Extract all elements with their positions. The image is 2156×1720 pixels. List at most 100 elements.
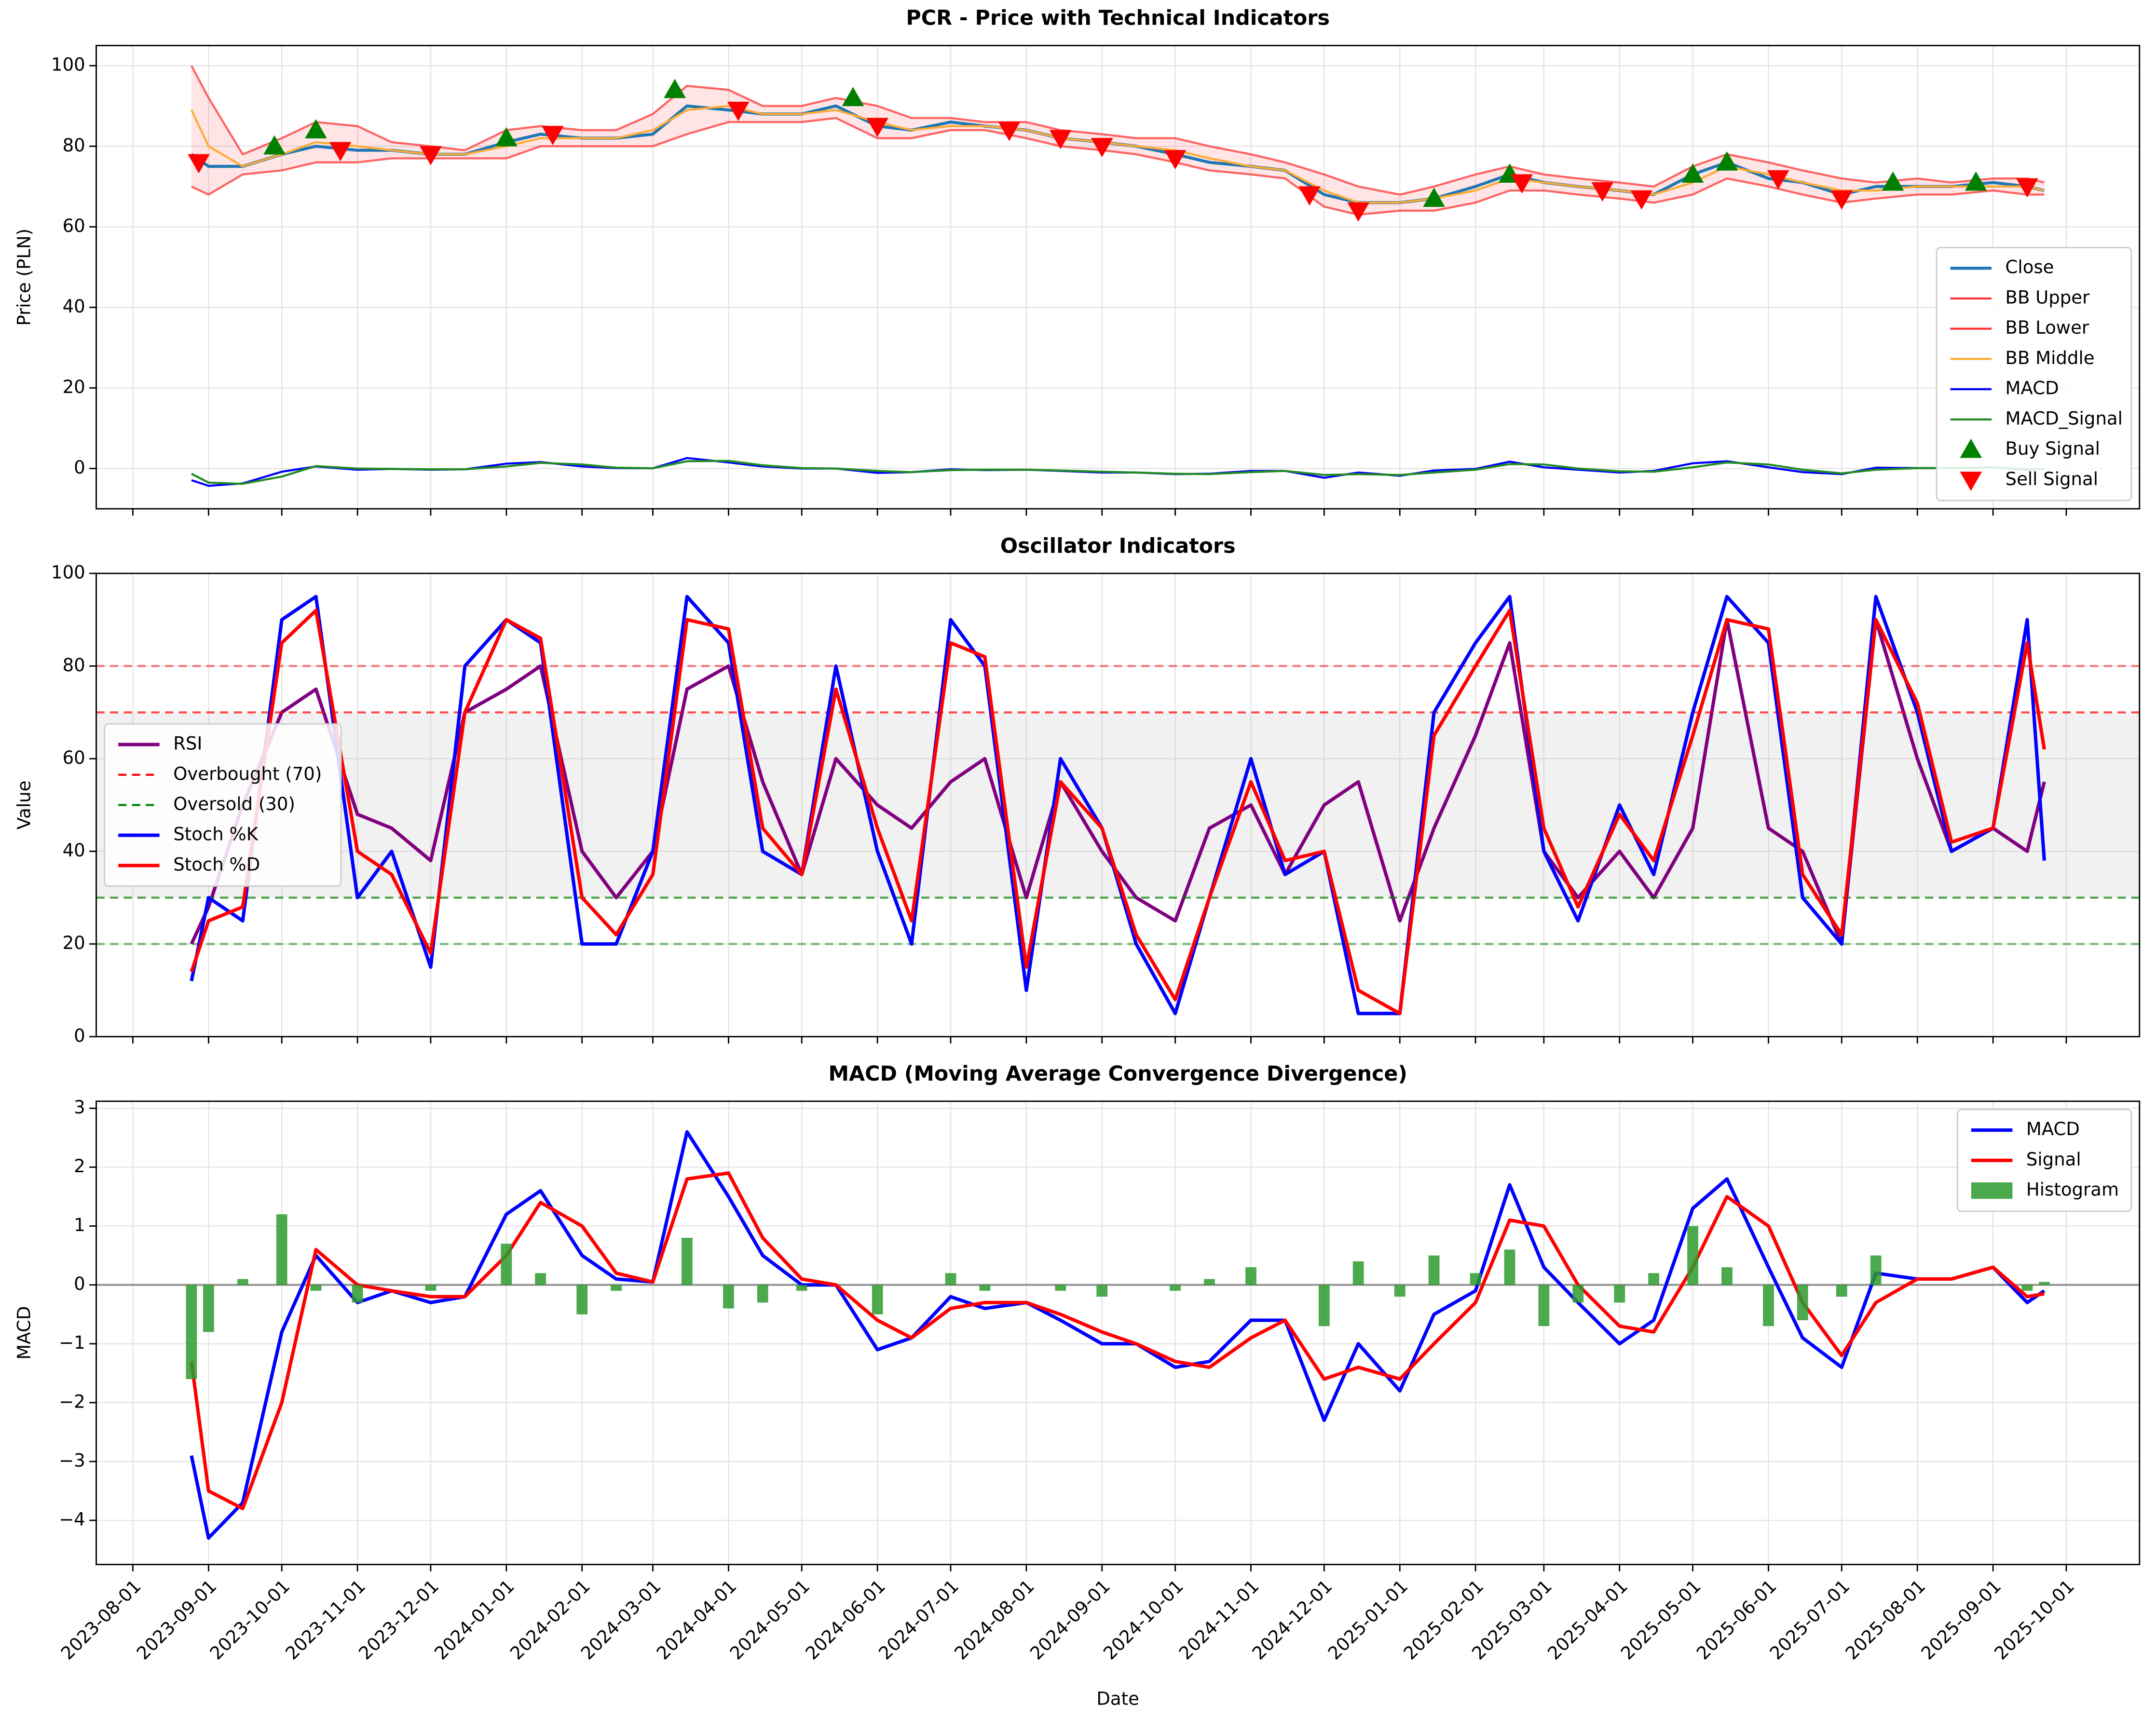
histogram-bar	[1572, 1285, 1584, 1303]
signal-marker	[1164, 150, 1187, 170]
histogram-bar	[1763, 1285, 1774, 1327]
histogram-bar	[1470, 1273, 1481, 1285]
series-line	[191, 105, 2045, 204]
legend-label: BB Middle	[2006, 348, 2095, 368]
legend-label: BB Upper	[2006, 287, 2090, 308]
histogram-bar	[872, 1285, 883, 1314]
histogram-bar	[1721, 1267, 1733, 1285]
histogram-bar	[945, 1273, 956, 1285]
histogram-bar	[203, 1285, 214, 1332]
legend-label: RSI	[173, 733, 202, 754]
y-tick-label: 20	[63, 377, 85, 397]
signal-marker	[1049, 130, 1072, 149]
y-tick-label: 0	[74, 1273, 85, 1294]
histogram-bar	[310, 1285, 322, 1291]
signal-marker	[2016, 178, 2038, 198]
histogram-bar	[723, 1285, 734, 1309]
signal-marker	[1347, 202, 1370, 222]
signal-marker	[263, 135, 286, 155]
plot-area	[96, 595, 2140, 1016]
x-axis-label: Date	[1096, 1688, 1139, 1709]
y-tick-label: 100	[51, 54, 85, 75]
legend-label: Sell Signal	[2006, 469, 2098, 489]
legend-label: MACD	[2026, 1119, 2080, 1139]
histogram-bar	[1870, 1255, 1882, 1285]
series-line	[191, 460, 2045, 485]
y-axis-label: MACD	[14, 1306, 35, 1360]
axes-frame	[96, 572, 2141, 1038]
signal-marker	[1423, 188, 1445, 207]
signal-marker	[664, 79, 686, 98]
y-tick-label: 0	[74, 457, 85, 478]
series-line	[190, 618, 2046, 946]
y-tick-label: 40	[63, 840, 85, 861]
legend-label: Oversold (30)	[173, 794, 295, 814]
histogram-bar	[1096, 1285, 1108, 1297]
histogram-bar	[757, 1285, 768, 1303]
legend-label: Stoch %K	[173, 824, 259, 845]
legend-label: MACD	[2006, 378, 2059, 399]
signal-marker	[495, 127, 518, 147]
signal-marker	[1091, 138, 1113, 158]
legend-label: MACD_Signal	[2006, 408, 2123, 429]
histogram-bar	[2039, 1282, 2050, 1285]
histogram-bar	[1428, 1255, 1440, 1285]
series-line	[191, 65, 2045, 196]
y-axis-label: Price (PLN)	[14, 229, 35, 326]
y-tick-label: 40	[63, 296, 85, 317]
histogram-bar	[276, 1214, 287, 1285]
histogram-bar	[611, 1285, 622, 1291]
histogram-bar	[1170, 1285, 1181, 1291]
signal-marker	[1965, 171, 1987, 191]
y-tick-label: 3	[74, 1097, 85, 1118]
y-tick-label: 20	[63, 933, 85, 953]
y-tick-label: −3	[59, 1450, 85, 1471]
signal-marker	[1681, 163, 1704, 183]
signal-marker	[727, 101, 750, 121]
histogram-bar	[1797, 1285, 1808, 1320]
y-tick-label: 100	[51, 562, 85, 583]
histogram-bar	[237, 1279, 248, 1285]
signal-marker	[1511, 174, 1533, 194]
histogram-bar	[796, 1285, 807, 1291]
series-line	[190, 1171, 2045, 1511]
y-tick-label: −4	[59, 1509, 85, 1530]
histogram-bar	[1204, 1279, 1215, 1285]
legend-label: Buy Signal	[2006, 438, 2100, 459]
legend-label: Overbought (70)	[173, 763, 322, 784]
histogram-bar	[1648, 1273, 1660, 1285]
histogram-bar	[1245, 1267, 1256, 1285]
plot-area	[96, 1130, 2140, 1540]
histogram-bar	[1538, 1285, 1550, 1327]
axes-frame	[96, 44, 2141, 510]
signal-marker	[998, 122, 1021, 141]
y-tick-label: 2	[74, 1156, 85, 1177]
histogram-bar	[352, 1285, 363, 1303]
signal-marker	[329, 142, 352, 162]
histogram-bar	[576, 1285, 588, 1314]
series-line	[191, 117, 2045, 216]
histogram-bar	[2021, 1285, 2033, 1291]
legend-swatch	[1960, 472, 1982, 491]
signal-marker	[1716, 151, 1738, 171]
legend-label: Stoch %D	[173, 854, 260, 875]
signal-marker	[1830, 190, 1853, 210]
shaded-band	[96, 712, 2140, 898]
panel-title: MACD (Moving Average Convergence Diverge…	[828, 1062, 1407, 1086]
panel: Oscillator Indicators Value 0 20 40 60 80 100 RS…	[14, 534, 2141, 1046]
panel-title: PCR - Price with Technical Indicators	[906, 6, 1330, 30]
legend-box	[1936, 247, 2132, 501]
signal-marker	[866, 118, 888, 137]
y-tick-label: 60	[63, 747, 85, 768]
histogram-bar	[1504, 1249, 1515, 1285]
histogram-bar	[1055, 1285, 1066, 1291]
legend: Close BB Upper BB Lower BB Middle MACD MACD_S…	[1936, 247, 2132, 501]
y-tick-label: 80	[63, 135, 85, 156]
legend-box	[104, 723, 342, 887]
legend-label: Close	[2006, 257, 2054, 278]
legend-swatch	[1971, 1182, 2013, 1199]
y-tick-label: 80	[63, 655, 85, 676]
signal-marker	[1298, 186, 1321, 206]
histogram-bar	[1394, 1285, 1405, 1297]
legend-label: Signal	[2026, 1149, 2081, 1170]
